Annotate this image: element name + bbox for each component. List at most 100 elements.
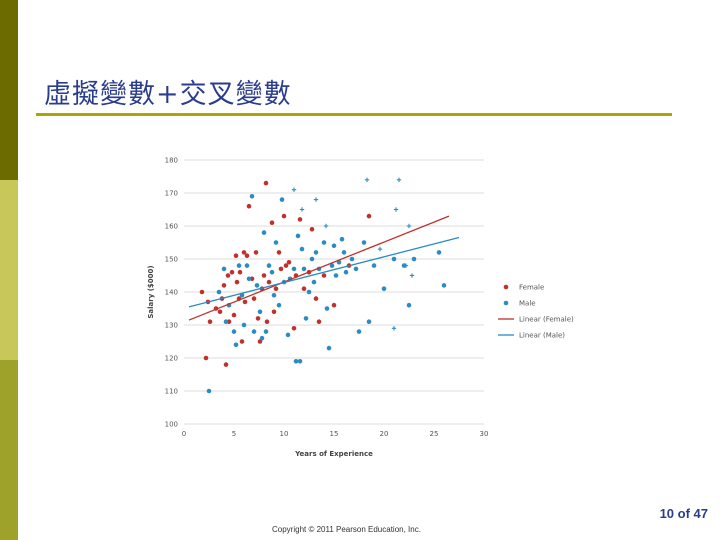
male-point [261,230,267,235]
female-point [261,273,267,278]
trendline [188,215,450,321]
male-point [223,319,229,324]
male-point [301,266,307,272]
male-point [361,240,367,245]
trendline [188,236,460,308]
y-axis-label: Salary ($000) [147,265,155,318]
female-point [203,355,209,361]
female-point [225,273,231,278]
male-point [257,309,263,315]
female-point [266,279,272,285]
female-point [239,339,245,344]
title-divider [36,113,672,116]
female-point [366,213,372,219]
male-point [249,194,255,199]
plus-marker [291,187,297,192]
plus-marker [323,223,329,229]
female-point [297,217,303,222]
plus-marker [391,326,397,331]
male-point [321,240,327,245]
y-tick-label: 140 [165,289,178,297]
male-point [295,233,301,239]
slide-title: 虛擬變數+交叉變數 [44,79,292,110]
x-tick-label: 5 [232,430,236,438]
plus-marker [393,207,399,212]
x-tick-label: 10 [280,430,289,438]
male-point [381,286,387,291]
female-point [244,253,250,258]
female-point [281,213,287,219]
male-point [293,359,299,364]
male-point [406,302,412,308]
male-point [391,256,397,262]
male-point [324,306,330,311]
male-point [341,250,347,255]
gridlines [184,159,484,425]
female-point [301,286,307,291]
female-point [263,180,269,186]
male-point [349,256,355,262]
male-point [279,197,285,202]
x-tick-label: 30 [480,430,489,438]
y-tick-label: 110 [165,388,178,396]
male-point [311,279,317,285]
female-point [271,309,277,315]
x-tick-label: 25 [430,430,439,438]
male-point [331,243,337,249]
x-tick-label: 0 [182,430,186,438]
female-point [199,289,205,295]
legend-dot-swatch [503,284,509,290]
female-point [278,266,284,272]
y-tick-labels: 100 110 120 130 140 150 160 170 180 [165,157,178,429]
plus-marker [364,177,370,182]
female-point [269,220,275,225]
decorative-side-bar-bottom [0,360,18,540]
scatter-chart: 100 110 120 130 140 150 160 170 180 0 5 10 15 20 25 30… [142,146,594,466]
male-point [291,266,297,272]
male-point [251,329,257,334]
female-point [283,263,289,268]
female-point [313,296,319,301]
female-point [207,319,213,324]
y-tick-label: 130 [165,322,178,330]
female-point [291,326,297,331]
female-point [217,309,223,315]
female-point [321,273,327,278]
male-point [276,302,282,308]
female-point [273,286,279,291]
chart-svg: 100 110 120 130 140 150 160 170 180 0 5 10 15 20 25 30… [147,157,574,459]
y-tick-label: 100 [165,421,178,429]
legend-dot-swatch [503,300,509,306]
female-point [233,253,239,258]
female-point [264,319,270,324]
male-point [371,263,377,268]
x-axis-label: Years of Experience [294,450,373,458]
legend-label: Linear (Male) [519,332,565,340]
male-point [297,359,303,364]
male-point [356,329,362,334]
legend-label: Female [519,284,544,292]
male-point [441,283,447,288]
legend-label: Male [519,300,536,308]
male-point [273,240,279,245]
female-point [237,269,243,275]
male-point [231,329,237,334]
plus-marker [313,197,319,202]
male-point [326,345,332,351]
plus-marker [396,177,402,182]
y-tick-label: 170 [165,190,178,198]
y-tick-label: 160 [165,223,178,231]
male-point [244,263,250,268]
female-point [316,319,322,324]
male-point [236,263,242,268]
plus-marker [377,246,383,252]
female-point [234,279,240,285]
male-point [436,250,442,255]
decorative-side-bar-middle [0,180,18,360]
male-point [339,236,345,242]
male-point [216,289,222,295]
male-point [254,283,260,288]
female-point [221,283,227,288]
female-point [309,227,315,232]
female-point [253,250,259,255]
